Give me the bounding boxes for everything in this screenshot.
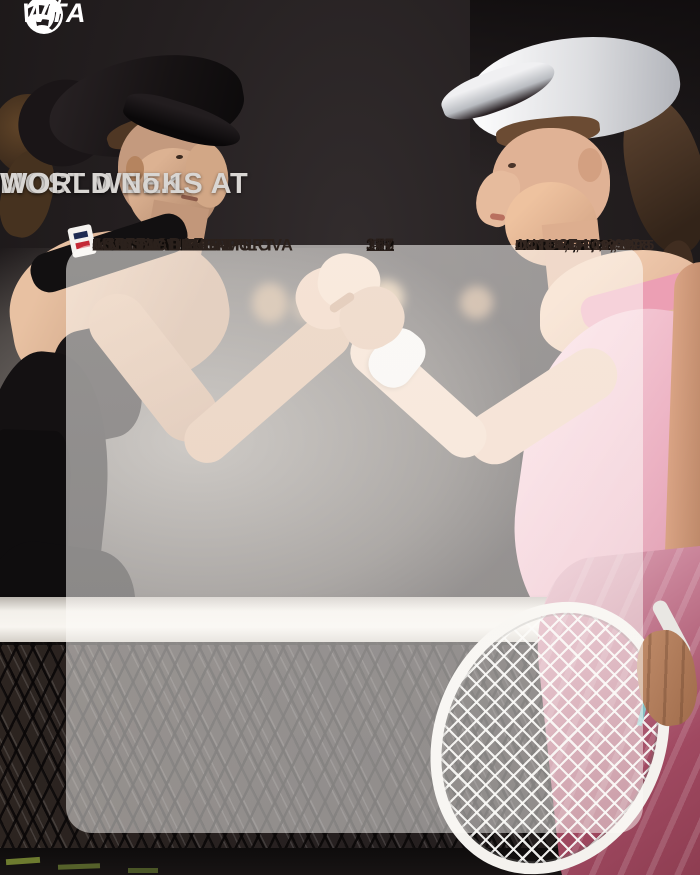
player-name: STEFFI GRAF [92,235,204,254]
player-name: CHRIS EVERT [92,236,207,255]
stats-panel: STEFFI GRAF 377 AUGUST 17, 1987 MARTINA … [66,235,654,833]
date-reached: AUGUST 17, 1987 [515,237,640,253]
wta-wordmark: WTA [22,0,88,28]
date-reached: JUNE 24, 2019 [515,238,617,254]
player-name: MARTINA HINGIS [92,236,234,255]
date-reached: MARCH 31, 1997 [515,238,633,254]
weeks-value: 117 [366,236,394,255]
date-reached: OCTOBER 12, 1998 [515,238,651,254]
title-line-2: WORLD No.1 [0,168,186,200]
left-player-ear [126,156,144,182]
player-name: MARTINA NAVRATILOVA [92,236,294,255]
player-name: SERENA WILLIAMS [92,236,251,255]
stats-table: STEFFI GRAF 377 AUGUST 17, 1987 MARTINA … [66,235,654,833]
weeks-value: 121 [365,236,395,255]
wta-player-icon [25,0,63,34]
weeks-value: 260 [365,236,395,255]
weeks-value: 377 [365,235,395,254]
weeks-value: 319 [365,236,395,255]
title-line-1: MOST WEEKS AT [0,168,249,200]
weeks-value: 178 [365,236,395,255]
court-line [128,868,158,873]
weeks-value: 98 [370,236,390,255]
weeks-value: 122 [365,236,395,255]
date-reached: JULY 8, 2002 [515,238,606,254]
weeks-value: 209 [365,236,395,255]
date-reached: NOVEMBER 3, 1975 [515,238,655,254]
player-name: LINDSAY DAVENPORT [92,236,275,255]
weeks-value: 332 [365,236,395,255]
player-name: JUSTINE HENIN [92,236,222,255]
date-reached: JULY 10, 1978 [515,238,614,254]
right-player-ear [578,148,602,182]
date-reached: OCTOBER 20, 2003 [515,238,651,254]
apparel-logo-mark [73,230,89,240]
player-name: ASHLEIGH BARTY [92,236,243,255]
date-reached: APRIL 4, 2022 [515,238,614,254]
player-name: IGA SWIATEK [92,236,204,255]
player-name: MONICA SELES [92,236,221,255]
date-reached: MARCH 11, 1991 [515,238,632,254]
